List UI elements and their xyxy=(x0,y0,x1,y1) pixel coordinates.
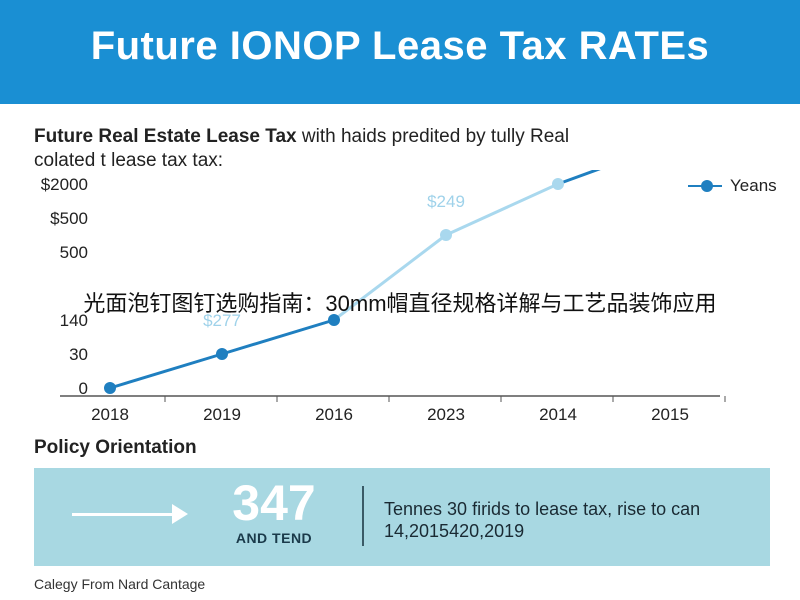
data-point xyxy=(104,382,116,394)
policy-big-number: 347 xyxy=(232,475,316,531)
series-line-segment xyxy=(221,318,335,356)
x-tick-label: 2023 xyxy=(427,405,465,424)
legend-label: Yeans xyxy=(730,176,777,195)
chart-svg: 0 30 140 500 $500 $2000 2018 2019 2016 2023 2014 20… xyxy=(41,170,726,424)
x-tick-label: 2019 xyxy=(203,405,241,424)
x-tick-label: 2018 xyxy=(91,405,129,424)
series-line-segment xyxy=(333,233,447,322)
y-tick-label: 140 xyxy=(60,311,88,330)
x-tick-label: 2014 xyxy=(539,405,577,424)
arrow-right-icon xyxy=(72,504,188,524)
data-point xyxy=(552,178,564,190)
overlay-caption: 光面泡钉图钉选购指南：30mm帽直径规格详解与工艺品装饰应用 xyxy=(83,291,717,316)
series-line-segment xyxy=(445,182,559,237)
data-point xyxy=(328,314,340,326)
line-chart: 0 30 140 500 $500 $2000 2018 2019 2016 2023 2014 20… xyxy=(0,170,800,435)
subtitle-line2: colated t lease tax tax: xyxy=(34,150,224,171)
subtitle-bold: Future Real Estate Lease Tax xyxy=(34,126,297,147)
page-title: Future IONOP Lease Tax RATEs xyxy=(90,24,710,68)
panel-divider xyxy=(362,486,364,546)
subtitle-line1: with haids predited by tully Real xyxy=(296,126,570,147)
y-tick-label: $2000 xyxy=(41,175,88,194)
policy-text: Tennes 30 firids to lease tax, rise to c… xyxy=(384,499,701,541)
chart-legend: Yeans xyxy=(688,176,777,196)
policy-panel: 347 AND TEND Tennes 30 firids to lease t… xyxy=(34,468,770,566)
data-label: $249 xyxy=(427,192,465,211)
y-tick-label: 0 xyxy=(79,379,88,398)
policy-trend-label: AND TEND xyxy=(235,530,313,546)
title-banner: Future IONOP Lease Tax RATEs xyxy=(0,0,800,104)
y-tick-label: 500 xyxy=(60,243,88,262)
legend-swatch xyxy=(688,179,722,193)
x-tick-label: 2015 xyxy=(651,405,689,424)
series-line-segment xyxy=(109,352,223,390)
x-tick-label: 2016 xyxy=(315,405,353,424)
y-tick-label: 30 xyxy=(69,345,88,364)
chart-subtitle: Future Real Estate Lease Tax with haids … xyxy=(34,125,754,173)
data-point xyxy=(216,348,228,360)
data-label: $277 xyxy=(203,311,241,330)
series-line-segment xyxy=(557,170,601,186)
policy-title: Policy Orientation xyxy=(34,437,197,458)
footer-source: Calegy From Nard Cantage xyxy=(34,576,206,592)
y-tick-label: $500 xyxy=(50,209,88,228)
data-point xyxy=(440,229,452,241)
